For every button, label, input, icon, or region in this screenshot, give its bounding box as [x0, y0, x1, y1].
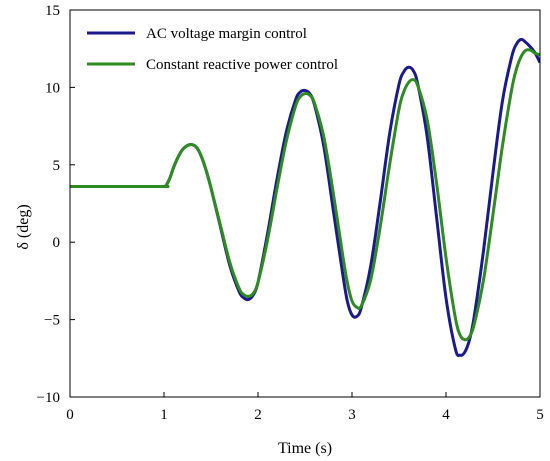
y-tick-label: −10 [37, 390, 60, 406]
y-tick-label: 0 [53, 235, 61, 251]
plot-series [70, 37, 540, 358]
y-tick-label: 15 [45, 3, 60, 19]
plot-frame [69, 9, 541, 398]
x-tick-label: 3 [348, 407, 356, 423]
x-tick-label: 0 [66, 407, 74, 423]
series-line-constant-reactive-power [70, 48, 540, 342]
legend-label-ac-voltage-margin: AC voltage margin control [146, 26, 307, 42]
x-axis-ticks: 0 1 2 3 4 5 [66, 392, 544, 423]
legend-label-constant-reactive-power: Constant reactive power control [146, 57, 338, 73]
y-axis-label: δ (deg) [15, 204, 32, 249]
y-tick-label: −5 [44, 313, 60, 329]
x-axis-label: Time (s) [278, 440, 332, 457]
x-tick-label: 4 [442, 407, 450, 423]
x-tick-label: 2 [254, 407, 262, 423]
y-tick-label: 10 [45, 80, 60, 96]
x-tick-label: 5 [536, 407, 544, 423]
series-line-ac-voltage-margin [70, 37, 540, 358]
y-axis-ticks: −10 −5 0 5 10 15 [37, 3, 75, 406]
legend: AC voltage margin control Constant react… [87, 26, 338, 73]
y-tick-label: 5 [53, 158, 61, 174]
x-tick-label: 1 [160, 407, 168, 423]
